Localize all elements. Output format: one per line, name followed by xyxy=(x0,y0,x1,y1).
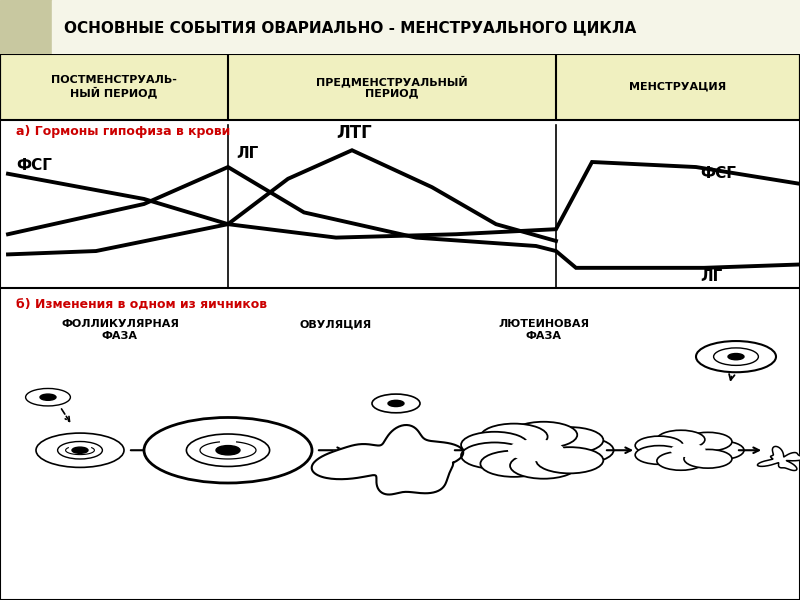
Circle shape xyxy=(714,348,758,365)
Circle shape xyxy=(508,439,564,461)
Circle shape xyxy=(480,451,547,477)
Circle shape xyxy=(144,418,312,483)
Circle shape xyxy=(546,437,614,463)
Circle shape xyxy=(635,446,683,464)
Circle shape xyxy=(510,422,578,448)
Text: ФСГ: ФСГ xyxy=(16,158,52,173)
Circle shape xyxy=(40,394,56,400)
Circle shape xyxy=(26,388,70,406)
Circle shape xyxy=(372,394,420,413)
Circle shape xyxy=(536,427,603,454)
Circle shape xyxy=(216,446,240,455)
Text: б) Изменения в одном из яичников: б) Изменения в одном из яичников xyxy=(16,298,267,310)
Text: МЕНСТРУАЦИЯ: МЕНСТРУАЦИЯ xyxy=(630,82,726,92)
Circle shape xyxy=(510,452,578,479)
Circle shape xyxy=(536,447,603,473)
Text: ОСНОВНЫЕ СОБЫТИЯ ОВАРИАЛЬНО - МЕНСТРУАЛЬНОГО ЦИКЛА: ОСНОВНЫЕ СОБЫТИЯ ОВАРИАЛЬНО - МЕНСТРУАЛЬ… xyxy=(64,20,636,35)
Text: ЛТГ: ЛТГ xyxy=(336,124,372,142)
Circle shape xyxy=(388,400,404,407)
Circle shape xyxy=(684,449,732,468)
Circle shape xyxy=(635,436,683,455)
Text: а) Гормоны гипофиза в крови: а) Гормоны гипофиза в крови xyxy=(16,125,230,138)
Circle shape xyxy=(461,442,528,469)
Text: ПРЕДМЕНСТРУАЛЬНЫЙ
ПЕРИОД: ПРЕДМЕНСТРУАЛЬНЫЙ ПЕРИОД xyxy=(316,76,468,98)
Text: ОВУЛЯЦИЯ: ОВУЛЯЦИЯ xyxy=(300,319,372,329)
Circle shape xyxy=(728,353,744,360)
Bar xyxy=(0,0,52,54)
Circle shape xyxy=(657,430,705,449)
Circle shape xyxy=(461,432,528,458)
Circle shape xyxy=(58,442,102,459)
Circle shape xyxy=(186,434,270,466)
Text: ФОЛЛИКУЛЯРНАЯ
ФАЗА: ФОЛЛИКУЛЯРНАЯ ФАЗА xyxy=(61,319,179,341)
Circle shape xyxy=(696,341,776,372)
Text: ЛЮТЕИНОВАЯ
ФАЗА: ЛЮТЕИНОВАЯ ФАЗА xyxy=(498,319,590,341)
Circle shape xyxy=(36,433,124,467)
Polygon shape xyxy=(312,425,463,494)
Circle shape xyxy=(657,452,705,470)
Polygon shape xyxy=(758,446,800,470)
Circle shape xyxy=(696,441,744,460)
Text: ФСГ: ФСГ xyxy=(700,166,736,181)
Text: ПОСТМЕНСТРУАЛЬ-
НЫЙ ПЕРИОД: ПОСТМЕНСТРУАЛЬ- НЫЙ ПЕРИОД xyxy=(51,75,177,99)
Circle shape xyxy=(480,424,547,450)
Circle shape xyxy=(72,447,88,454)
Circle shape xyxy=(670,443,706,457)
Text: ЛГ: ЛГ xyxy=(700,269,722,284)
Circle shape xyxy=(684,433,732,451)
Text: ЛГ: ЛГ xyxy=(236,146,258,161)
